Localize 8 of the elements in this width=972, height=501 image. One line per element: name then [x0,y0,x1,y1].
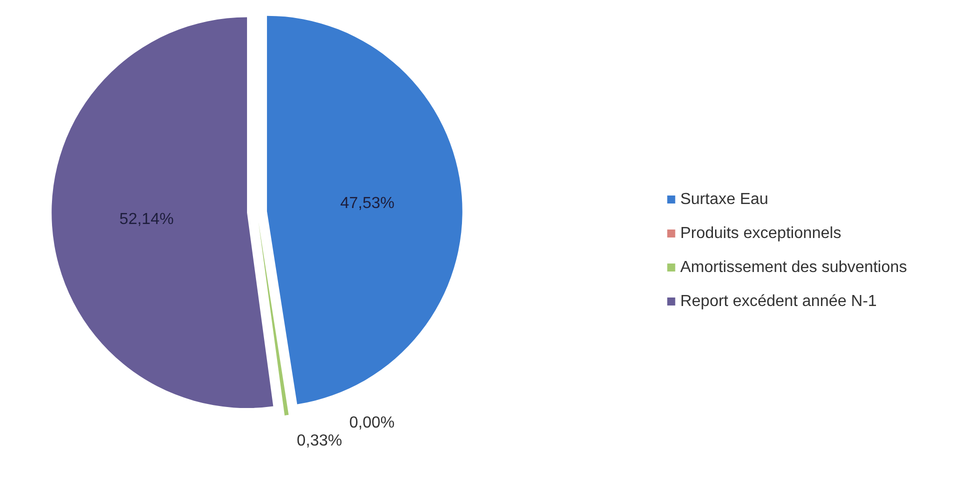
legend-label: Amortissement des subventions [680,259,908,276]
data-label: 47,53% [340,194,394,212]
data-label: 52,14% [119,210,174,228]
legend-label: Report excédent année N-1 [680,293,877,310]
legend-label: Produits exceptionnels [680,225,842,242]
legend-label: Surtaxe Eau [680,191,768,208]
text: 0,00% [349,414,395,432]
data-label: 0,33% [296,432,342,450]
